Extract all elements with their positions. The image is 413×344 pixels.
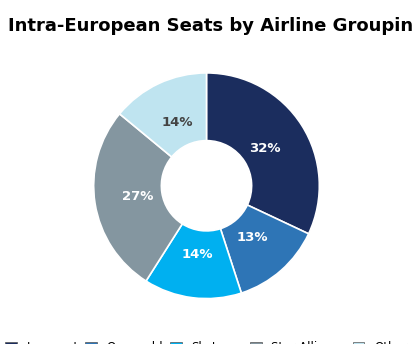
- Text: 14%: 14%: [161, 116, 192, 129]
- Legend: Low cost, Oneworld, Skyteam, Star Alliance, Other: Low cost, Oneworld, Skyteam, Star Allian…: [2, 337, 411, 344]
- Text: 14%: 14%: [182, 248, 214, 261]
- Wedge shape: [94, 114, 182, 281]
- Wedge shape: [146, 224, 241, 299]
- Text: 13%: 13%: [237, 232, 268, 244]
- Text: 32%: 32%: [249, 142, 281, 155]
- Wedge shape: [221, 205, 309, 293]
- Text: Intra-European Seats by Airline Grouping: Intra-European Seats by Airline Grouping: [8, 17, 413, 35]
- Wedge shape: [119, 73, 206, 157]
- Wedge shape: [206, 73, 319, 234]
- Text: 27%: 27%: [122, 190, 154, 203]
